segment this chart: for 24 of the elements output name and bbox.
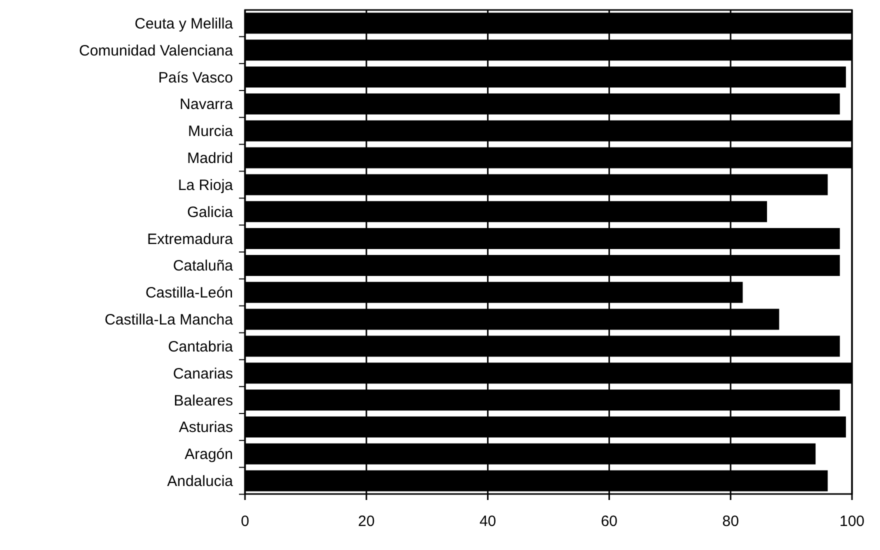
y-tick-label: Murcia: [188, 123, 234, 140]
y-tick-label: Cataluña: [172, 258, 234, 275]
x-tick-label: 20: [358, 513, 375, 530]
y-tick-label: Extremadura: [147, 230, 234, 248]
y-tick-label: Ceuta y Melilla: [134, 15, 234, 32]
x-tick-label: 60: [600, 513, 618, 530]
y-tick-label: Comunidad Valenciana: [79, 42, 234, 60]
y-tick-label: Galicia: [187, 204, 234, 221]
y-tick-label: País Vasco: [158, 69, 233, 86]
y-tick-label: Cantabria: [168, 338, 234, 356]
y-tick-label: Baleares: [174, 392, 233, 410]
y-tick-label: Castilla-La Mancha: [104, 312, 234, 329]
x-tick-label: 0: [240, 513, 250, 530]
x-tick-label: 80: [722, 513, 739, 530]
y-tick-label: La Rioja: [178, 176, 234, 194]
x-tick-label: 40: [479, 513, 496, 530]
y-tick-label: Andalucia: [167, 473, 234, 490]
y-tick-label: Aragón: [184, 446, 233, 464]
y-tick-label: Madrid: [187, 150, 233, 168]
y-tick-label: Asturias: [178, 419, 233, 436]
y-tick-label: Navarra: [180, 96, 234, 114]
y-tick-label: Canarias: [172, 365, 233, 382]
x-tick-label: 100: [839, 513, 865, 530]
y-tick-label: Castilla-León: [145, 284, 233, 302]
